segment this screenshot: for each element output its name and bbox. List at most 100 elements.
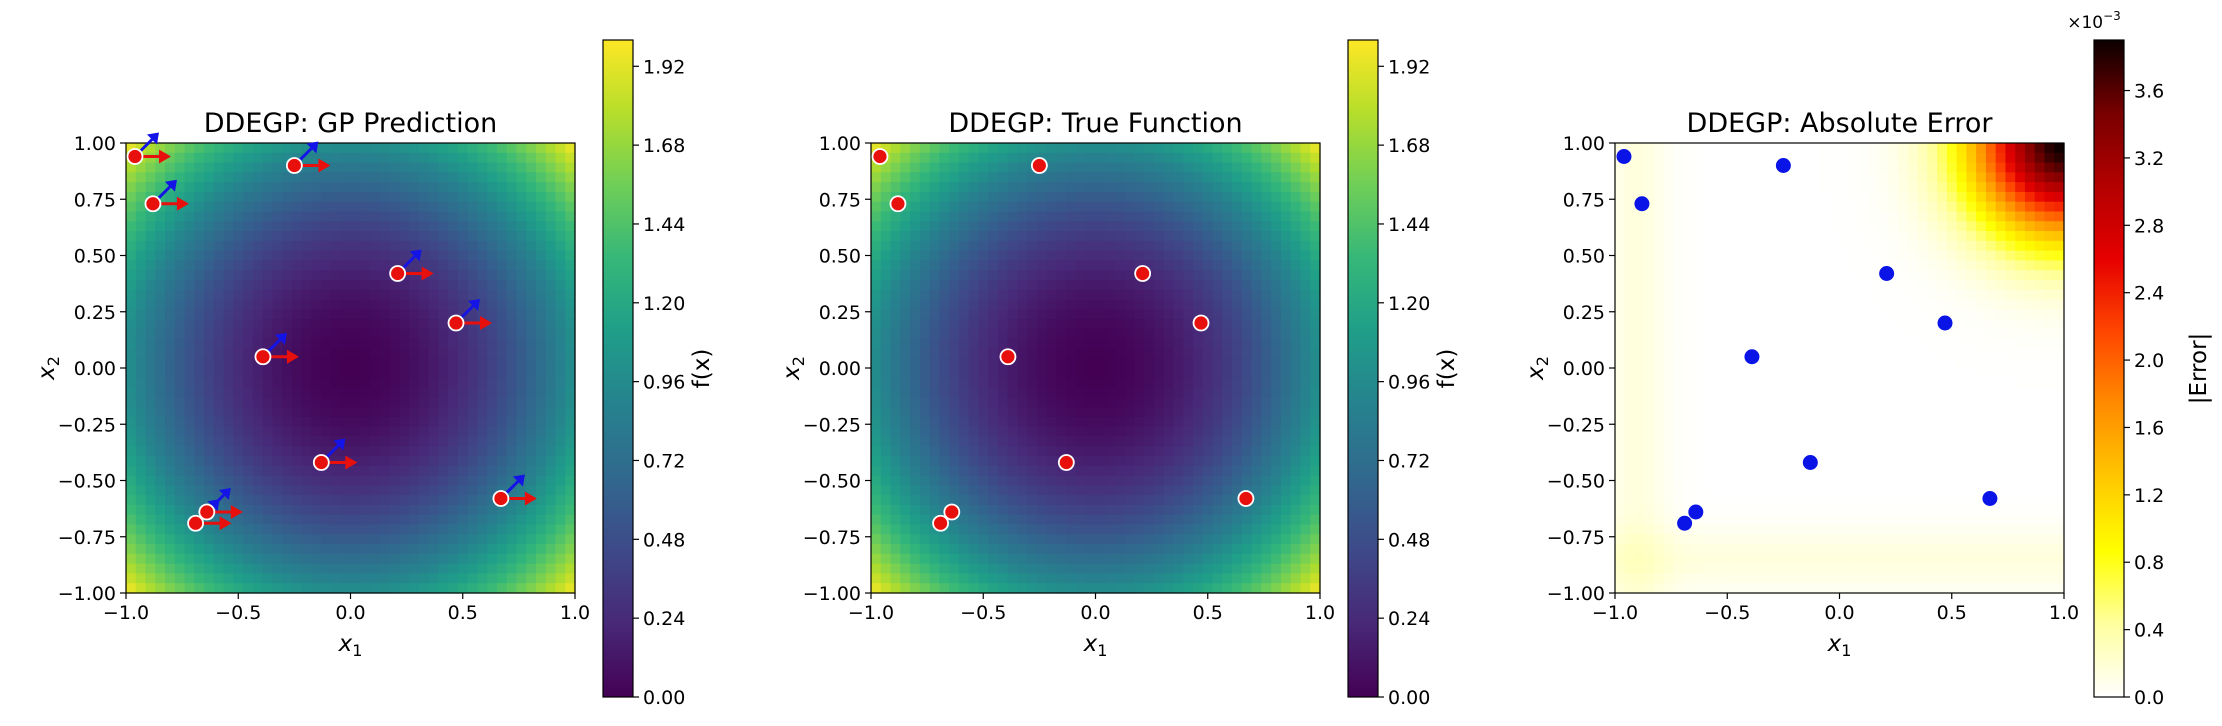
heatmap-cell xyxy=(1222,260,1233,271)
heatmap-cell xyxy=(1624,162,1636,173)
heatmap-cell xyxy=(1310,397,1321,408)
heatmap-cell xyxy=(370,260,381,271)
heatmap-cell xyxy=(135,328,147,340)
heatmap-cell xyxy=(223,191,234,203)
heatmap-cell xyxy=(418,279,430,291)
heatmap-cell xyxy=(958,446,970,457)
heatmap-cell xyxy=(997,211,1009,222)
heatmap-cell xyxy=(939,475,950,486)
heatmap-cell xyxy=(1683,338,1694,350)
heatmap-cell xyxy=(890,514,901,526)
heatmap-cell xyxy=(1732,279,1743,291)
heatmap-cell xyxy=(1193,573,1204,584)
heatmap-cell xyxy=(204,143,215,154)
heatmap-cell xyxy=(1232,514,1243,526)
heatmap-cell xyxy=(448,221,459,232)
heatmap-cell xyxy=(1105,426,1116,438)
heatmap-cell xyxy=(988,319,999,330)
heatmap-cell xyxy=(477,221,488,232)
heatmap-cell xyxy=(1085,338,1097,350)
heatmap-cell xyxy=(223,544,234,555)
heatmap-cell xyxy=(1183,172,1194,183)
heatmap-cell xyxy=(949,495,960,506)
heatmap-cell xyxy=(1173,456,1184,467)
heatmap-cell xyxy=(1134,348,1145,359)
heatmap-cell xyxy=(1300,573,1311,584)
heatmap-cell xyxy=(457,162,469,173)
heatmap-cell xyxy=(321,358,332,369)
heatmap-cell xyxy=(1663,309,1675,320)
heatmap-cell xyxy=(350,446,361,457)
heatmap-cell xyxy=(1075,289,1087,301)
heatmap-cell xyxy=(282,143,293,154)
heatmap-cell xyxy=(939,456,950,467)
heatmap-cell xyxy=(978,319,989,330)
heatmap-cell xyxy=(1115,152,1126,164)
heatmap-cell xyxy=(204,240,215,252)
heatmap-cell xyxy=(1056,319,1067,330)
heatmap-cell xyxy=(1683,456,1694,467)
heatmap-cell xyxy=(409,456,420,467)
heatmap-cell xyxy=(1644,544,1655,555)
heatmap-cell xyxy=(1066,201,1077,213)
heatmap-cell xyxy=(1663,201,1675,213)
heatmap-cell xyxy=(1232,475,1243,486)
heatmap-cell xyxy=(1036,387,1048,398)
heatmap-cell xyxy=(1693,475,1704,486)
heatmap-cell xyxy=(545,387,557,398)
heatmap-cell xyxy=(418,407,430,418)
heatmap-cell xyxy=(1644,563,1655,575)
heatmap-cell xyxy=(1732,260,1743,271)
heatmap-cell xyxy=(997,583,1009,594)
heatmap-cell xyxy=(555,563,566,575)
heatmap-cell xyxy=(1046,387,1058,398)
heatmap-cell xyxy=(233,191,244,203)
heatmap-cell xyxy=(330,446,342,457)
heatmap-cell xyxy=(1663,504,1675,516)
heatmap-cell xyxy=(272,495,283,506)
heatmap-cell xyxy=(1241,563,1253,575)
heatmap-cell xyxy=(565,534,576,545)
heatmap-cell xyxy=(311,504,322,516)
heatmap-cell xyxy=(399,553,410,565)
heatmap-cell xyxy=(165,143,176,154)
heatmap-cell xyxy=(1036,514,1048,526)
heatmap-cell xyxy=(1163,397,1175,408)
heatmap-cell xyxy=(555,397,566,408)
heatmap-cell xyxy=(516,416,527,428)
heatmap-cell xyxy=(448,348,459,359)
heatmap-cell xyxy=(1163,358,1175,369)
heatmap-cell xyxy=(1105,456,1116,467)
heatmap-cell xyxy=(282,553,293,565)
heatmap-cell xyxy=(457,221,469,232)
heatmap-cell xyxy=(243,221,254,232)
heatmap-cell xyxy=(438,377,449,389)
heatmap-cell xyxy=(1663,328,1675,340)
heatmap-cell xyxy=(506,416,518,428)
heatmap-cell xyxy=(1222,328,1233,340)
heatmap-cell xyxy=(204,348,215,359)
heatmap-cell xyxy=(1702,495,1714,506)
heatmap-cell xyxy=(1046,583,1058,594)
heatmap-cell xyxy=(871,456,882,467)
heatmap-cell xyxy=(890,563,901,575)
heatmap-cell xyxy=(1202,211,1214,222)
heatmap-cell xyxy=(1017,270,1028,281)
heatmap-cell xyxy=(958,544,970,555)
heatmap-cell xyxy=(487,573,498,584)
heatmap-cell xyxy=(272,446,283,457)
heatmap-cell xyxy=(988,152,999,164)
heatmap-cell xyxy=(213,162,225,173)
heatmap-cell xyxy=(330,563,342,575)
y-tick-label: −0.75 xyxy=(803,527,861,549)
heatmap-cell xyxy=(535,201,547,213)
heatmap-cell xyxy=(321,544,332,555)
heatmap-cell xyxy=(1075,270,1087,281)
heatmap-cell xyxy=(467,368,478,379)
heatmap-cell xyxy=(1222,309,1233,320)
heatmap-cell xyxy=(311,289,322,301)
heatmap-cell xyxy=(1693,573,1704,584)
heatmap-cell xyxy=(506,514,518,526)
heatmap-cell xyxy=(155,544,166,555)
heatmap-cell xyxy=(1095,387,1106,398)
